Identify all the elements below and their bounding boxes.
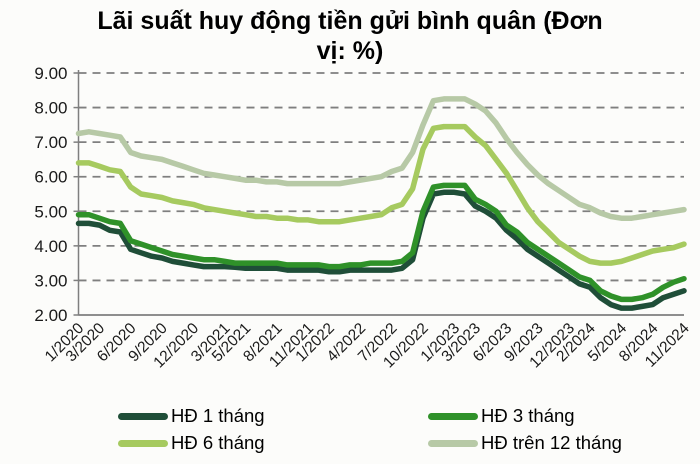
y-tick-label: 7.00	[34, 133, 67, 152]
y-tick-label: 8.00	[34, 99, 67, 118]
series-line-3	[75, 96, 687, 221]
y-tick-label: 2.00	[34, 306, 67, 325]
legend-label-hd-1-thang: HĐ 1 tháng	[171, 405, 265, 426]
series-line-1	[75, 182, 687, 303]
legend-label-hd-3-thang: HĐ 3 tháng	[481, 405, 575, 426]
chart-title: Lãi suất huy động tiền gửi bình quân (Đơ…	[0, 6, 700, 66]
y-tick-label: 3.00	[34, 271, 67, 290]
legend-item-hd-3-thang: HĐ 3 tháng	[428, 405, 575, 427]
series-line-0	[75, 189, 687, 311]
series-line-2	[75, 123, 687, 266]
legend-swatch-hd-tren-12-thang	[428, 439, 478, 447]
legend-item-hd-tren-12-thang: HĐ trên 12 tháng	[428, 432, 622, 454]
legend-label-hd-tren-12-thang: HĐ trên 12 tháng	[481, 432, 622, 453]
y-tick-label: 5.00	[34, 202, 67, 221]
chart-title-line-2: vị: %)	[316, 37, 384, 65]
legend-item-hd-1-thang: HĐ 1 tháng	[118, 405, 265, 427]
y-tick-label: 4.00	[34, 237, 67, 256]
chart-legend: HĐ 1 tháng HĐ 3 tháng HĐ 6 tháng HĐ trên…	[0, 403, 700, 461]
y-tick-label: 6.00	[34, 168, 67, 187]
legend-swatch-hd-1-thang	[118, 412, 168, 420]
legend-swatch-hd-3-thang	[428, 412, 478, 420]
legend-swatch-hd-6-thang	[118, 439, 168, 447]
legend-label-hd-6-thang: HĐ 6 tháng	[171, 432, 265, 453]
chart-title-line-1: Lãi suất huy động tiền gửi bình quân (Đơ…	[97, 7, 603, 35]
y-tick-label: 9.00	[34, 64, 67, 83]
legend-item-hd-6-thang: HĐ 6 tháng	[118, 432, 265, 454]
